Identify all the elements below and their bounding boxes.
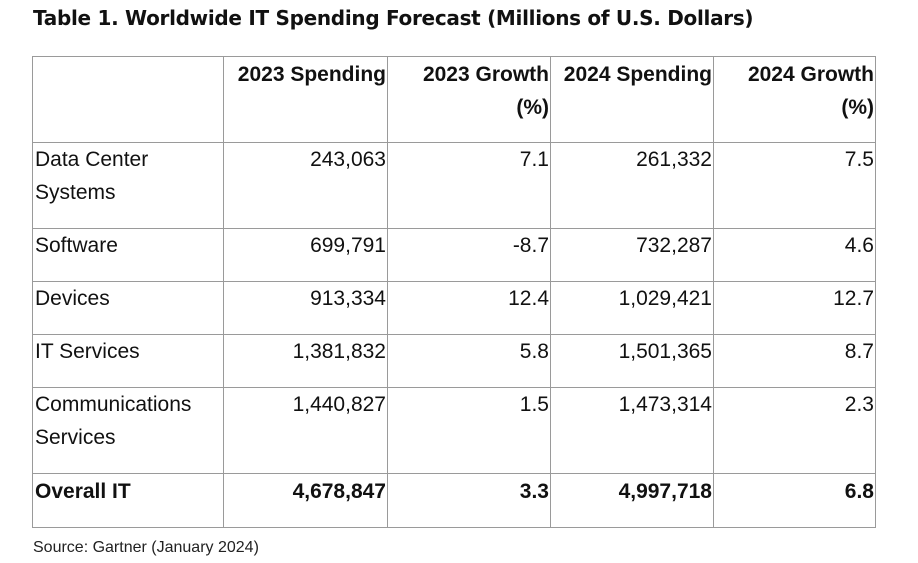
segment-cell: Overall IT — [32, 473, 224, 528]
header-2023-growth: 2023 Growth (%) — [387, 56, 551, 143]
growth-2023-cell: 7.1 — [387, 142, 551, 229]
table-row: Data Center Systems 243,063 7.1 261,332 … — [32, 142, 876, 229]
spend-2024-cell: 1,029,421 — [550, 281, 714, 335]
table-header-row: 2023 Spending 2023 Growth (%) 2024 Spend… — [32, 56, 876, 143]
spend-2023-cell: 243,063 — [223, 142, 388, 229]
spend-2023-cell: 699,791 — [223, 228, 388, 282]
growth-2023-cell: 1.5 — [387, 387, 551, 474]
growth-2023-cell: -8.7 — [387, 228, 551, 282]
growth-2024-cell: 6.8 — [713, 473, 876, 528]
total-row: Overall IT 4,678,847 3.3 4,997,718 6.8 — [32, 473, 876, 528]
table-row: IT Services 1,381,832 5.8 1,501,365 8.7 — [32, 334, 876, 388]
table-row: Devices 913,334 12.4 1,029,421 12.7 — [32, 281, 876, 335]
header-segment — [32, 56, 224, 143]
growth-2023-cell: 3.3 — [387, 473, 551, 528]
growth-2023-cell: 12.4 — [387, 281, 551, 335]
growth-2024-cell: 2.3 — [713, 387, 876, 474]
header-2024-spending: 2024 Spending — [550, 56, 714, 143]
table-title: Table 1. Worldwide IT Spending Forecast … — [33, 6, 754, 30]
segment-cell: Devices — [32, 281, 224, 335]
spend-2023-cell: 913,334 — [223, 281, 388, 335]
growth-2024-cell: 4.6 — [713, 228, 876, 282]
spend-2024-cell: 261,332 — [550, 142, 714, 229]
it-spending-table: 2023 Spending 2023 Growth (%) 2024 Spend… — [32, 56, 876, 528]
segment-cell: Software — [32, 228, 224, 282]
segment-cell: Communications Services — [32, 387, 224, 474]
spend-2023-cell: 1,381,832 — [223, 334, 388, 388]
growth-2024-cell: 7.5 — [713, 142, 876, 229]
header-2024-growth: 2024 Growth (%) — [713, 56, 876, 143]
spend-2024-cell: 1,473,314 — [550, 387, 714, 474]
source-note: Source: Gartner (January 2024) — [33, 539, 259, 556]
segment-cell: Data Center Systems — [32, 142, 224, 229]
spend-2023-cell: 1,440,827 — [223, 387, 388, 474]
segment-cell: IT Services — [32, 334, 224, 388]
table-row: Software 699,791 -8.7 732,287 4.6 — [32, 228, 876, 282]
spend-2024-cell: 4,997,718 — [550, 473, 714, 528]
spend-2023-cell: 4,678,847 — [223, 473, 388, 528]
spend-2024-cell: 732,287 — [550, 228, 714, 282]
growth-2023-cell: 5.8 — [387, 334, 551, 388]
growth-2024-cell: 8.7 — [713, 334, 876, 388]
growth-2024-cell: 12.7 — [713, 281, 876, 335]
table-row: Communications Services 1,440,827 1.5 1,… — [32, 387, 876, 474]
header-2023-spending: 2023 Spending — [223, 56, 388, 143]
spend-2024-cell: 1,501,365 — [550, 334, 714, 388]
